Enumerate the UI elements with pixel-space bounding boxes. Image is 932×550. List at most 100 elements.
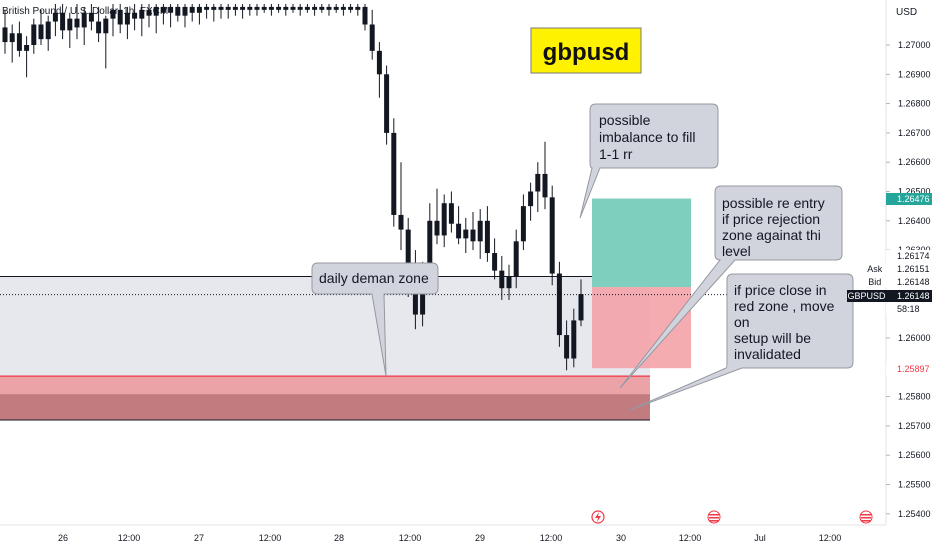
candle-body <box>52 12 58 22</box>
candle-body <box>405 229 411 286</box>
candle-body <box>348 6 354 10</box>
price-tick-label: 1.25800 <box>898 392 931 402</box>
time-axis-ticks: 26 12:00 27 12:00 28 12:00 29 12:00 30 12:00 Jul 12… <box>58 533 841 543</box>
candle <box>549 185 555 286</box>
candle <box>2 9 8 54</box>
candle-body <box>319 6 325 10</box>
candle <box>9 24 15 63</box>
candle <box>448 191 454 233</box>
candle <box>103 15 109 69</box>
callout-redzone[interactable]: if price close in red zone , move on set… <box>629 273 854 411</box>
callout-demand-bg <box>311 262 439 377</box>
candle-body <box>160 6 166 13</box>
candle <box>81 6 87 45</box>
time-tick-label: 12:00 <box>540 533 563 543</box>
candle <box>168 3 174 28</box>
plot-area[interactable] <box>0 0 886 525</box>
candle <box>384 65 390 145</box>
callout-reentry[interactable]: possible re entry if price rejection zon… <box>619 185 843 389</box>
candle-body <box>204 6 210 10</box>
candle <box>513 229 519 289</box>
time-tick-label: 27 <box>194 533 204 543</box>
candle-body <box>146 9 152 16</box>
price-tick-label: 1.26400 <box>898 216 931 226</box>
candle-body <box>81 12 87 28</box>
candle <box>52 3 58 37</box>
candle-body <box>110 9 116 19</box>
candle-body <box>542 173 548 198</box>
candle-body <box>96 21 102 34</box>
candle-body <box>578 294 584 321</box>
price-tag: 58:18 <box>886 303 932 315</box>
candle-body <box>38 24 44 40</box>
red-zone <box>0 394 650 421</box>
candle <box>110 3 116 37</box>
time-tick-label: Jul <box>754 533 766 543</box>
price-tag: 1.25897 <box>886 363 932 375</box>
candle-body <box>31 24 37 45</box>
callout-imbalance-line-2: imbalance to fill <box>599 129 696 145</box>
candle <box>60 3 66 40</box>
time-tick-label: 12:00 <box>819 533 842 543</box>
candle-body <box>117 9 123 25</box>
candle <box>146 3 152 28</box>
candle-body <box>218 6 224 10</box>
candle <box>535 162 541 213</box>
candle <box>16 21 22 57</box>
callout-reentry-line-3: zone againat thi <box>722 227 821 243</box>
candle-body <box>225 6 231 10</box>
price-tick-label: 1.26700 <box>898 128 931 138</box>
candle-body <box>45 21 51 40</box>
us-flag-event-icon-2[interactable] <box>859 510 873 524</box>
callout-imbalance[interactable]: possible imbalance to fill 1-1 rr <box>579 103 719 219</box>
candle-body <box>441 203 447 236</box>
candle-body <box>312 6 318 10</box>
candle-body <box>276 6 282 10</box>
candle-body <box>549 197 555 274</box>
callout-reentry-line-4: level <box>722 243 751 259</box>
candle <box>24 36 30 78</box>
callout-redzone-bg <box>629 273 854 411</box>
candle <box>333 3 339 13</box>
candle <box>45 15 51 51</box>
time-tick-label: 12:00 <box>118 533 141 543</box>
candle-body <box>528 191 534 207</box>
callout-demand[interactable]: daily deman zone <box>311 262 439 377</box>
candle <box>196 3 202 25</box>
candle <box>542 141 548 210</box>
flash-event-icon[interactable] <box>591 510 605 524</box>
candle <box>477 209 483 259</box>
callout-redzone-line-5: invalidated <box>734 346 801 362</box>
callout-redzone-line-3: on <box>734 314 750 330</box>
us-flag-event-icon[interactable] <box>707 510 721 524</box>
candle <box>132 3 138 31</box>
candle <box>355 3 361 16</box>
candle-body <box>535 173 541 192</box>
candle-body <box>434 220 440 236</box>
candle <box>139 3 145 37</box>
candle-body <box>448 203 454 224</box>
time-axis[interactable] <box>0 525 932 550</box>
price-tag-name-bg <box>863 276 886 288</box>
candle <box>31 18 37 54</box>
callout-reentry-bg <box>619 185 843 389</box>
callout-reentry-line-1: possible re entry <box>722 195 825 211</box>
candle <box>456 206 462 245</box>
time-tick-label: 30 <box>616 533 626 543</box>
candle-body <box>182 6 188 16</box>
candle <box>312 3 318 16</box>
candle-body <box>67 18 73 31</box>
candle-body <box>556 273 562 336</box>
time-tick-label: 12:00 <box>679 533 702 543</box>
candle <box>391 118 397 227</box>
candle-body <box>333 6 339 10</box>
price-tag-value: 1.26148 <box>897 277 930 287</box>
stop-zone <box>592 287 691 369</box>
price-tag: GBPUSD 1.26148 <box>847 290 932 302</box>
candle-body <box>24 45 30 51</box>
candle-body <box>477 220 483 242</box>
candle <box>225 3 231 19</box>
candle <box>297 3 303 16</box>
candle <box>67 12 73 48</box>
